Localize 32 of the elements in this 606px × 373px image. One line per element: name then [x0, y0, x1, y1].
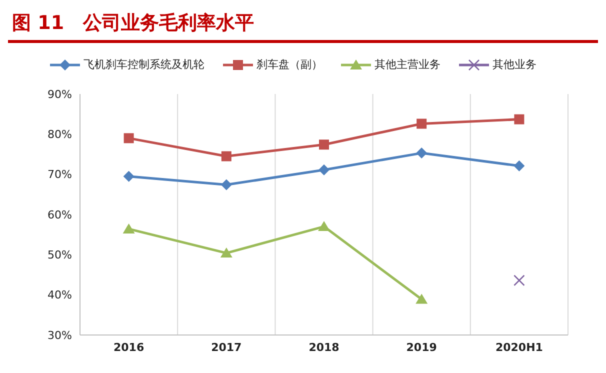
point: [220, 179, 232, 190]
point: [318, 164, 330, 176]
point: [318, 221, 330, 232]
y-tick-label: 90%: [48, 88, 72, 101]
point: [416, 294, 428, 304]
legend-label: 刹车盘（副）: [256, 57, 322, 72]
x-tick-label: 2017: [211, 340, 242, 354]
legend-label: 其他业务: [492, 57, 536, 72]
x-tick-label: 2018: [308, 340, 340, 354]
chart-title: 图 11 公司业务毛利率水平: [8, 8, 598, 43]
x-tick-label: 2020H1: [495, 340, 543, 354]
point: [123, 170, 134, 182]
point: [122, 223, 135, 234]
point: [220, 248, 232, 258]
y-tick-label: 40%: [48, 288, 72, 302]
y-tick-label: 70%: [48, 168, 72, 182]
x-tick-label: 2016: [113, 340, 144, 354]
point: [416, 118, 427, 129]
legend-label: 其他主营业务: [374, 57, 440, 72]
point: [124, 133, 134, 144]
point: [319, 140, 329, 150]
y-tick-label: 80%: [48, 128, 72, 142]
point: [416, 148, 428, 159]
point: [514, 274, 525, 286]
x-tick-label: 2019: [406, 340, 437, 354]
y-tick-label: 50%: [48, 248, 72, 262]
y-tick-label: 30%: [48, 328, 72, 342]
point: [514, 114, 524, 124]
point: [221, 151, 232, 162]
legend-label: 飞机刹车控制系统及机轮: [84, 57, 204, 72]
point: [514, 160, 525, 172]
y-tick-label: 60%: [48, 208, 72, 222]
